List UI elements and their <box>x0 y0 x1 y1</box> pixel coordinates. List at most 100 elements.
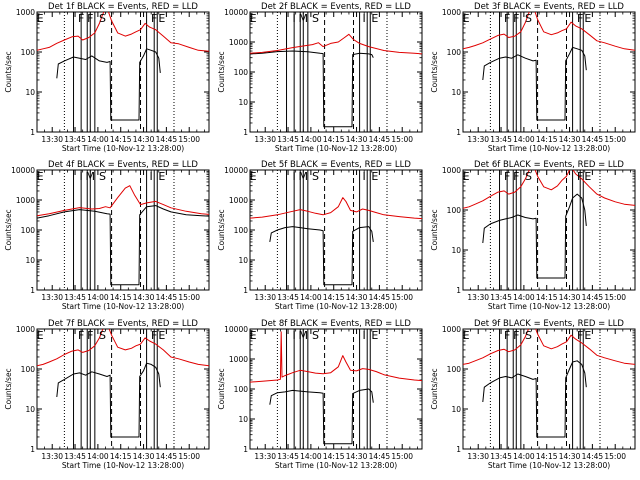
plot-panel: Det 7f BLACK = Events, RED = LLD 1 10 100 10… <box>4 319 210 470</box>
x-tick-label: 13:45 <box>490 135 512 144</box>
flag-letter: S <box>312 12 319 25</box>
plot-frame <box>462 11 636 133</box>
x-axis-label: Start Time (10-Nov-12 13:28:00) <box>62 302 184 311</box>
plot-panel: Det 2f BLACK = Events, RED = LLD 1 10 100 10… <box>217 2 423 153</box>
flag-letter: S <box>525 329 532 342</box>
y-tick-label: 1000 <box>442 325 461 334</box>
plot-frame <box>462 328 636 450</box>
y-axis-label: Counts/sec <box>4 209 13 250</box>
flag-letter: M <box>86 170 96 183</box>
flag-letter: E <box>371 329 378 342</box>
flag-letter: S <box>312 329 319 342</box>
x-tick-label: 14:45 <box>156 452 178 461</box>
plot-data-area <box>37 329 209 449</box>
y-tick-label: 1 <box>30 128 35 137</box>
y-tick-label: 100 <box>447 48 462 57</box>
plot-frame <box>249 11 423 133</box>
y-axis-label: Counts/sec <box>430 368 439 409</box>
x-tick-label: 14:15 <box>323 452 345 461</box>
x-tick-label: 14:00 <box>87 135 109 144</box>
y-tick-label: 1 <box>30 286 35 295</box>
flag-letter: F <box>87 329 93 342</box>
flag-letter: F <box>78 329 84 342</box>
plot-frame <box>249 169 423 291</box>
x-axis-label: Start Time (10-Nov-12 13:28:00) <box>488 302 610 311</box>
x-tick-label: 15:00 <box>178 135 200 144</box>
lld-series-line <box>250 331 422 383</box>
plot-title: Det 2f BLACK = Events, RED = LLD <box>261 2 411 12</box>
y-tick-label: 10 <box>25 256 35 265</box>
flag-letter: E <box>371 170 378 183</box>
y-tick-label: 100 <box>234 226 249 235</box>
flag-letter: M <box>299 329 309 342</box>
y-tick-label: 10 <box>25 405 35 414</box>
x-tick-label: 13:45 <box>277 293 299 302</box>
x-tick-label: 15:00 <box>604 293 626 302</box>
flag-letter: S <box>525 12 532 25</box>
flag-letter: E <box>250 170 257 183</box>
flag-letter: I <box>363 170 366 183</box>
x-axis-label: Start Time (10-Nov-12 13:28:00) <box>275 144 397 153</box>
y-tick-label: 100 <box>234 68 249 77</box>
plot-title: Det 7f BLACK = Events, RED = LLD <box>48 319 198 329</box>
x-tick-label: 14:15 <box>536 293 558 302</box>
flag-letter: E <box>37 170 44 183</box>
plot-frame <box>36 169 210 291</box>
flag-letter: S <box>99 170 106 183</box>
y-tick-label: 1000 <box>229 196 248 205</box>
plot-title: Det 3f BLACK = Events, RED = LLD <box>474 2 624 12</box>
x-tick-label: 14:00 <box>300 293 322 302</box>
y-axis-label: Counts/sec <box>430 51 439 92</box>
y-tick-label: 1 <box>243 128 248 137</box>
y-tick-label: 1 <box>243 286 248 295</box>
x-tick-label: 13:30 <box>467 452 489 461</box>
x-tick-label: 14:45 <box>369 293 391 302</box>
y-tick-label: 1000 <box>229 38 248 47</box>
lld-series-line <box>250 197 422 220</box>
y-tick-label: 1000 <box>442 8 461 17</box>
x-tick-label: 14:00 <box>513 452 535 461</box>
x-tick-label: 14:45 <box>369 452 391 461</box>
lld-series-line <box>463 170 635 209</box>
x-tick-label: 13:30 <box>41 135 63 144</box>
x-tick-label: 14:15 <box>323 293 345 302</box>
events-series-line <box>482 360 587 438</box>
y-axis-label: Counts/sec <box>430 209 439 250</box>
plot-panel: Det 5f BLACK = Events, RED = LLD 1 10 100 10… <box>217 160 423 311</box>
flag-letter: F <box>577 170 583 183</box>
plot-data-area <box>37 170 209 290</box>
plot-frame <box>462 169 636 291</box>
events-series-line <box>482 193 587 279</box>
lld-series-line <box>250 33 422 55</box>
x-tick-label: 14:30 <box>133 452 155 461</box>
plot-frame <box>36 11 210 133</box>
flag-letter: F <box>577 12 583 25</box>
y-axis-label: Counts/sec <box>217 51 226 92</box>
x-axis-label: Start Time (10-Nov-12 13:28:00) <box>275 302 397 311</box>
x-tick-label: 14:30 <box>346 452 368 461</box>
x-tick-label: 13:30 <box>41 452 63 461</box>
x-tick-label: 14:45 <box>369 135 391 144</box>
flag-letter: I <box>363 12 366 25</box>
x-axis-label: Start Time (10-Nov-12 13:28:00) <box>62 144 184 153</box>
lld-series-line <box>463 12 635 51</box>
x-tick-label: 15:00 <box>391 135 413 144</box>
x-tick-label: 14:30 <box>559 293 581 302</box>
plot-title: Det 1f BLACK = Events, RED = LLD <box>48 2 198 12</box>
x-tick-label: 14:00 <box>87 452 109 461</box>
flag-letter: F <box>87 12 93 25</box>
plot-title: Det 8f BLACK = Events, RED = LLD <box>261 319 411 329</box>
x-tick-label: 13:30 <box>467 293 489 302</box>
y-tick-label: 1000 <box>16 8 35 17</box>
events-series-line <box>482 46 587 121</box>
lld-series-line <box>463 329 635 365</box>
plot-data-area <box>37 12 209 132</box>
flag-letter: I <box>150 170 153 183</box>
flag-letter: I <box>293 12 296 25</box>
y-tick-label: 1000 <box>442 166 461 175</box>
flag-letter: F <box>504 170 510 183</box>
flag-letter: E <box>463 12 470 25</box>
flag-letter: E <box>584 170 591 183</box>
x-axis-label: Start Time (10-Nov-12 13:28:00) <box>275 461 397 470</box>
flag-letter: I <box>80 170 83 183</box>
